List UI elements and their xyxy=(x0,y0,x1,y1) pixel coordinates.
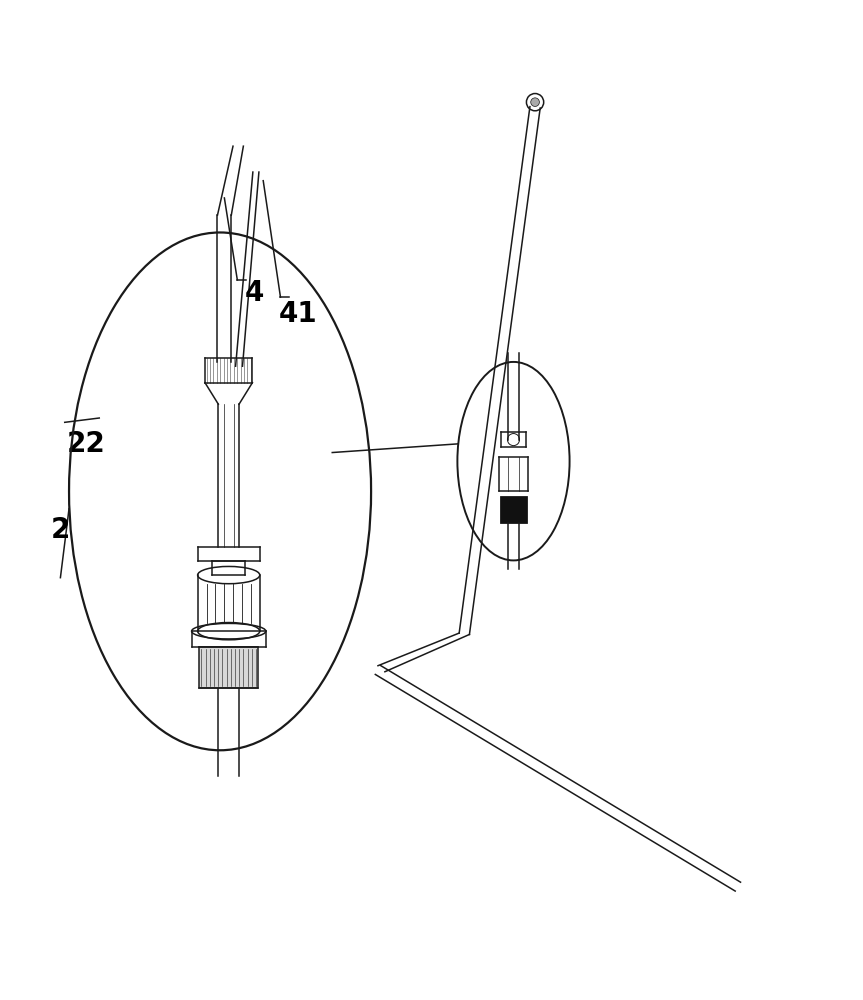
Text: 41: 41 xyxy=(279,300,317,328)
Text: 22: 22 xyxy=(67,430,105,458)
Text: 2: 2 xyxy=(51,516,70,544)
Text: 4: 4 xyxy=(245,279,264,307)
FancyBboxPatch shape xyxy=(199,647,258,688)
Circle shape xyxy=(531,98,539,106)
FancyBboxPatch shape xyxy=(500,496,527,523)
